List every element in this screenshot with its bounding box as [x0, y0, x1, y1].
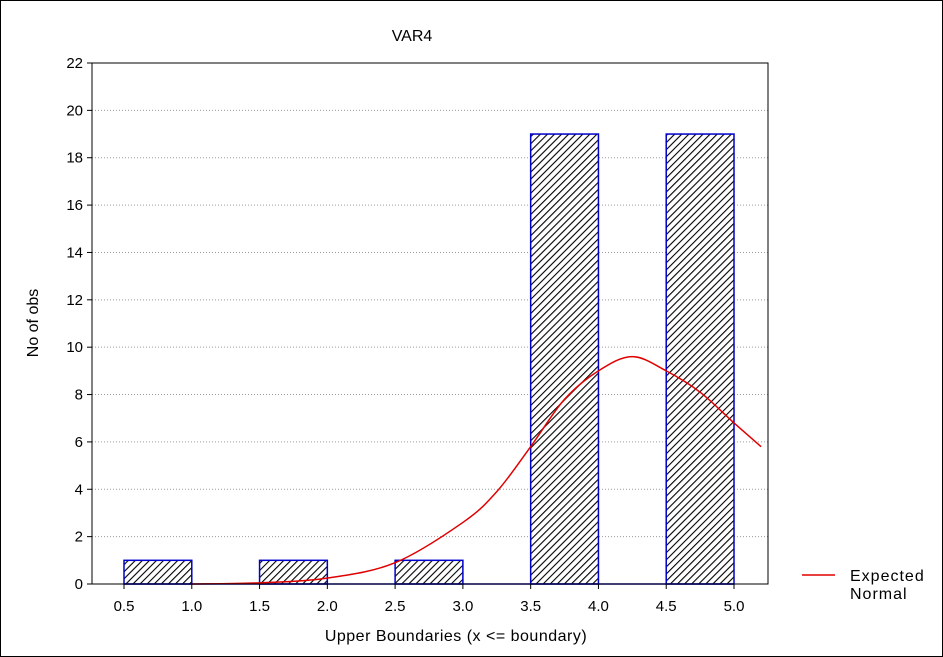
y-axis-label: No of obs — [25, 289, 42, 357]
x-axis-ticks: 0.5 1.0 1.5 2.0 2.5 3.0 3.5 4.0 4.5 5.0 — [114, 584, 745, 615]
y-tick-label: 18 — [66, 150, 83, 167]
y-tick-label: 20 — [66, 102, 83, 119]
histogram-bar — [665, 133, 735, 585]
y-tick-label: 12 — [66, 292, 83, 309]
x-tick-label: 2.5 — [385, 598, 406, 615]
y-tick-label: 22 — [66, 55, 83, 72]
histogram-bar — [258, 559, 329, 585]
y-tick-label: 8 — [75, 387, 83, 404]
plot-area-border — [91, 62, 769, 585]
x-tick-label: 4.5 — [656, 598, 677, 615]
x-tick-label: 0.5 — [114, 598, 135, 615]
x-tick-label: 1.0 — [181, 598, 202, 615]
bars — [123, 133, 735, 585]
legend: Expected Normal — [802, 568, 925, 603]
x-tick-label: 2.0 — [317, 598, 338, 615]
y-tick-label: 6 — [75, 434, 83, 451]
y-axis-ticks: 0 2 4 6 8 10 12 14 16 18 20 22 — [66, 55, 92, 593]
x-tick-label: 4.0 — [588, 598, 609, 615]
x-tick-label: 3.5 — [520, 598, 541, 615]
chart-title: VAR4 — [392, 28, 433, 45]
expected-normal-curve — [191, 355, 762, 585]
x-tick-label: 3.0 — [452, 598, 473, 615]
y-tick-label: 14 — [66, 244, 83, 261]
x-tick-label: 1.5 — [249, 598, 270, 615]
y-tick-label: 0 — [75, 576, 83, 593]
histogram-bar — [123, 559, 193, 585]
legend-label-line2: Normal — [850, 586, 908, 603]
x-tick-label: 5.0 — [724, 598, 745, 615]
y-tick-label: 2 — [75, 529, 83, 546]
histogram-bar — [394, 559, 464, 585]
x-axis-label: Upper Boundaries (x <= boundary) — [325, 628, 587, 645]
y-tick-label: 16 — [66, 197, 83, 214]
legend-label-line1: Expected — [850, 568, 925, 585]
histogram-bar — [529, 133, 600, 585]
y-tick-label: 10 — [66, 339, 83, 356]
y-tick-label: 4 — [75, 481, 83, 498]
expected-normal-curve-group — [191, 355, 762, 585]
